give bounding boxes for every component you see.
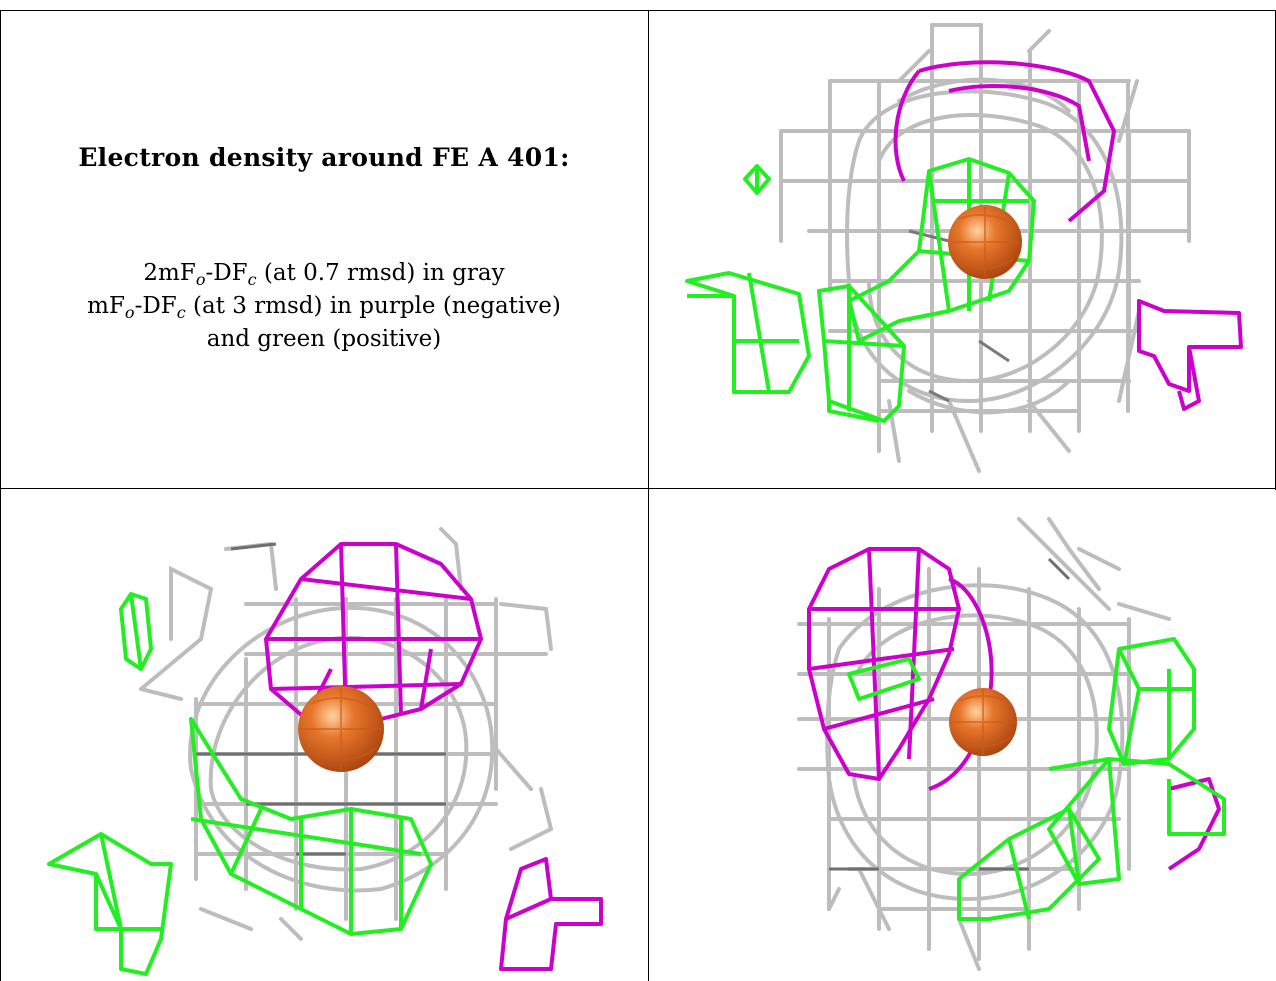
green-mesh [847,637,1226,921]
gray-mesh-dark [829,557,1071,871]
table-border-center [648,10,649,981]
legend-line-purple: mFo-DFc (at 3 rmsd) in purple (negative) [87,293,561,322]
gray-mesh [779,23,1191,473]
density-view-top-right [649,11,1275,488]
table-border-left [0,10,1,981]
purple-mesh [264,542,603,971]
density-view-bottom-left [1,489,648,981]
gray-mesh-dark [908,229,1010,403]
density-mesh-image-3 [797,517,1226,971]
legend-line-green: and green (positive) [206,326,442,352]
table-border-middle [0,488,1276,489]
caption-cell: Electron density around FE A 401: 2mFo-D… [0,10,648,498]
green-mesh [47,592,433,976]
caption-title: Electron density around FE A 401: [78,143,570,172]
table-border-top [0,10,1276,11]
purple-mesh [893,60,1243,411]
legend-line-gray: 2mFo-DFc (at 0.7 rmsd) in gray [143,260,505,289]
caption-legend: 2mFo-DFc (at 0.7 rmsd) in gray mFo-DFc (… [0,257,648,356]
density-mesh-image-1 [685,23,1243,473]
density-view-bottom-right [649,489,1276,981]
density-mesh-image-2 [47,527,603,976]
